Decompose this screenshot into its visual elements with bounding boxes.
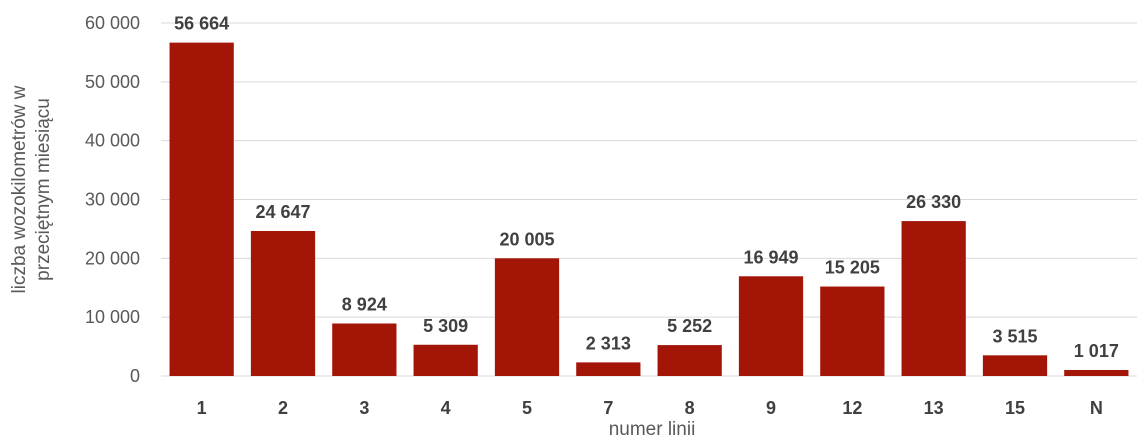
gridlines bbox=[161, 22, 1137, 377]
bar-value-label: 15 205 bbox=[825, 258, 880, 278]
bar bbox=[250, 230, 316, 376]
data-labels: 56 664 24 647 8 924 5 309 20 005 2 313 5 252 16… bbox=[174, 14, 1119, 361]
bar bbox=[820, 286, 885, 376]
bar bbox=[332, 323, 397, 376]
y-tick-label: 30 000 bbox=[85, 190, 140, 210]
y-tick-label: 50 000 bbox=[85, 72, 140, 92]
x-tick-label: N bbox=[1090, 398, 1103, 418]
y-axis-title-line-2: przeciętnym miesiącu bbox=[33, 98, 54, 281]
bar-value-label: 26 330 bbox=[906, 192, 961, 212]
bar-value-label: 8 924 bbox=[342, 294, 387, 314]
bar bbox=[494, 258, 560, 376]
x-tick-label: 9 bbox=[766, 398, 776, 418]
bar bbox=[413, 344, 478, 376]
x-tick-label: 12 bbox=[842, 398, 862, 418]
y-axis-title-line-1: liczba wozokilometrów w bbox=[9, 85, 30, 293]
y-tick-label: 60 000 bbox=[85, 13, 140, 33]
x-tick-label: 13 bbox=[924, 398, 944, 418]
bar bbox=[1064, 370, 1129, 376]
y-tick-label: 40 000 bbox=[85, 131, 140, 151]
x-axis-ticks: 1 2 3 4 5 7 8 9 12 13 15 N bbox=[197, 398, 1103, 418]
y-tick-label: 0 bbox=[130, 366, 140, 386]
x-tick-label: 1 bbox=[197, 398, 207, 418]
bar bbox=[657, 345, 722, 376]
x-tick-label: 2 bbox=[278, 398, 288, 418]
y-tick-label: 10 000 bbox=[85, 307, 140, 327]
bar-value-label: 1 017 bbox=[1074, 341, 1119, 361]
bar bbox=[169, 42, 234, 376]
bar bbox=[576, 362, 641, 376]
bar-value-label: 5 252 bbox=[667, 316, 712, 336]
x-axis-title: numer linii bbox=[609, 419, 696, 440]
bar-value-label: 3 515 bbox=[992, 326, 1037, 346]
bar-value-label: 2 313 bbox=[586, 333, 631, 353]
x-tick-label: 4 bbox=[441, 398, 451, 418]
x-tick-label: 7 bbox=[603, 398, 613, 418]
bar bbox=[982, 355, 1048, 376]
y-axis-ticks: 0 10 000 20 000 30 000 40 000 50 000 60 000 bbox=[85, 13, 140, 386]
bar-value-label: 56 664 bbox=[174, 14, 229, 34]
bar bbox=[738, 276, 804, 376]
x-tick-label: 8 bbox=[685, 398, 695, 418]
x-tick-label: 5 bbox=[522, 398, 532, 418]
bar-value-label: 16 949 bbox=[743, 247, 798, 267]
bars bbox=[169, 42, 1129, 376]
x-tick-label: 15 bbox=[1005, 398, 1025, 418]
bar-value-label: 5 309 bbox=[423, 316, 468, 336]
bar-value-label: 24 647 bbox=[255, 202, 310, 222]
bar-value-label: 20 005 bbox=[499, 229, 554, 249]
y-tick-label: 20 000 bbox=[85, 248, 140, 268]
bar bbox=[901, 221, 966, 376]
x-tick-label: 3 bbox=[359, 398, 369, 418]
